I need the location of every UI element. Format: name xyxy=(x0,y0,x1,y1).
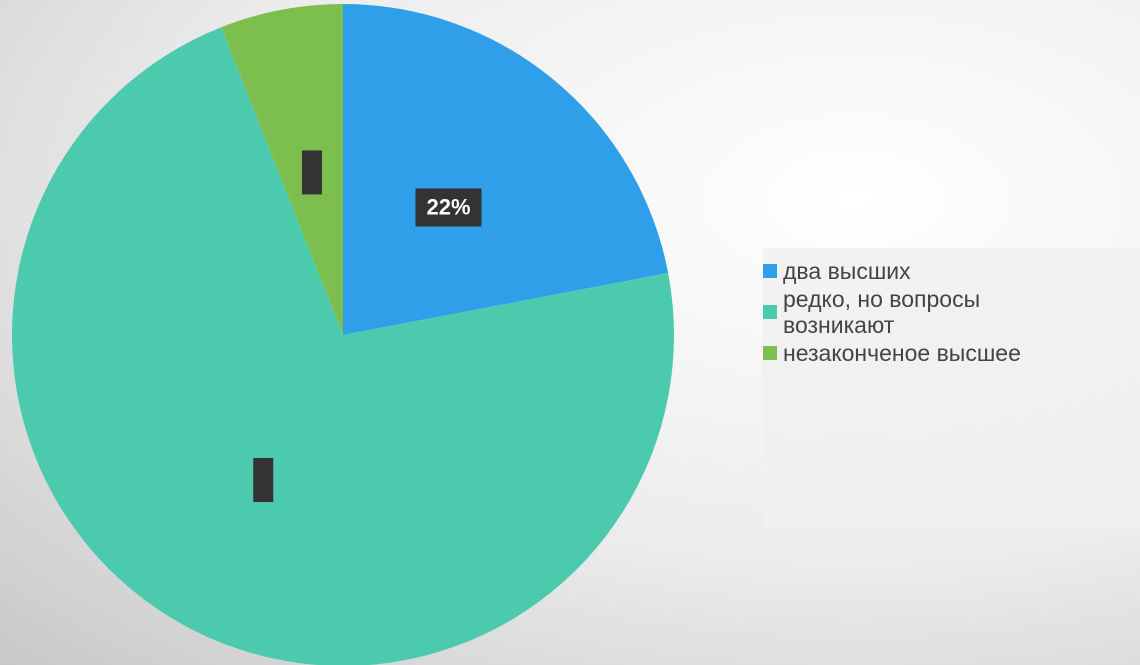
legend-label: редко, но вопросы возникают xyxy=(783,286,981,338)
data-label-box xyxy=(415,188,482,227)
legend-swatch xyxy=(763,264,777,278)
data-label-box xyxy=(301,150,322,195)
legend-item: незаконченое высшее xyxy=(763,340,1140,366)
pie-slice xyxy=(12,27,674,665)
data-label: 22% xyxy=(426,194,470,219)
legend-swatch xyxy=(763,346,777,360)
legend-item: два высших xyxy=(763,258,1140,284)
data-label-box xyxy=(253,458,274,503)
pie-slice xyxy=(221,4,343,335)
legend-item: редко, но вопросы возникают xyxy=(763,286,1140,338)
legend: два высших редко, но вопросы возникают нез… xyxy=(763,248,1140,528)
legend-label: незаконченое высшее xyxy=(783,340,1021,366)
pie-slice xyxy=(343,4,669,335)
legend-label: два высших xyxy=(783,258,911,284)
legend-swatch xyxy=(763,305,777,319)
